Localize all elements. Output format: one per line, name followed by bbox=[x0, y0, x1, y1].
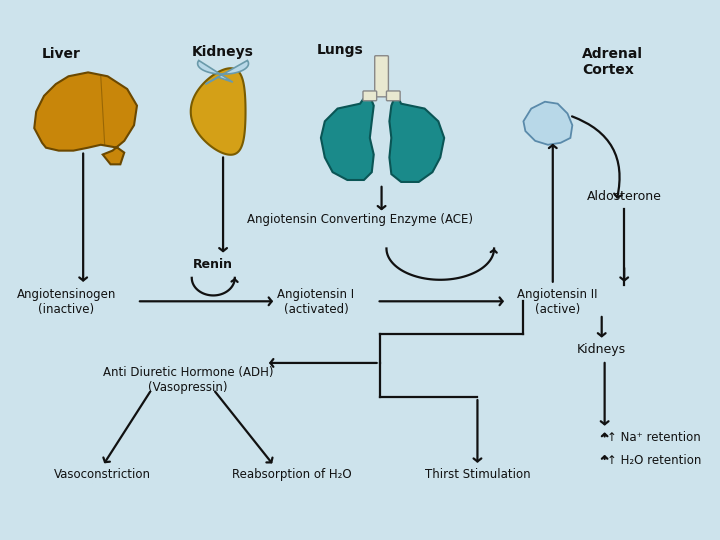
Text: Thirst Stimulation: Thirst Stimulation bbox=[425, 468, 530, 481]
Text: Angiotensin Converting Enzyme (ACE): Angiotensin Converting Enzyme (ACE) bbox=[247, 213, 473, 226]
Text: Reabsorption of H₂O: Reabsorption of H₂O bbox=[232, 468, 351, 481]
FancyBboxPatch shape bbox=[374, 56, 388, 97]
Polygon shape bbox=[35, 72, 137, 164]
Text: Angiotensinogen
(inactive): Angiotensinogen (inactive) bbox=[17, 288, 116, 315]
Polygon shape bbox=[191, 68, 246, 155]
Text: Adrenal
Cortex: Adrenal Cortex bbox=[582, 47, 643, 77]
Text: Vasoconstriction: Vasoconstriction bbox=[54, 468, 151, 481]
Text: Lungs: Lungs bbox=[317, 43, 364, 57]
Polygon shape bbox=[321, 94, 374, 180]
Text: Aldosterone: Aldosterone bbox=[587, 190, 662, 203]
Text: Angiotensin II
(active): Angiotensin II (active) bbox=[518, 288, 598, 315]
Text: Kidneys: Kidneys bbox=[577, 343, 626, 356]
Text: ↑ H₂O retention: ↑ H₂O retention bbox=[606, 454, 701, 467]
Text: Liver: Liver bbox=[42, 47, 81, 61]
Text: Kidneys: Kidneys bbox=[192, 45, 254, 59]
Text: Anti Diuretic Hormone (ADH)
(Vasopressin): Anti Diuretic Hormone (ADH) (Vasopressin… bbox=[102, 366, 273, 394]
Text: Angiotensin I
(activated): Angiotensin I (activated) bbox=[277, 288, 354, 315]
Polygon shape bbox=[197, 60, 248, 84]
FancyBboxPatch shape bbox=[387, 91, 400, 101]
Text: Renin: Renin bbox=[193, 258, 233, 271]
Text: ↑ Na⁺ retention: ↑ Na⁺ retention bbox=[606, 431, 701, 444]
FancyBboxPatch shape bbox=[363, 91, 377, 101]
Polygon shape bbox=[390, 94, 444, 182]
Polygon shape bbox=[523, 102, 572, 145]
